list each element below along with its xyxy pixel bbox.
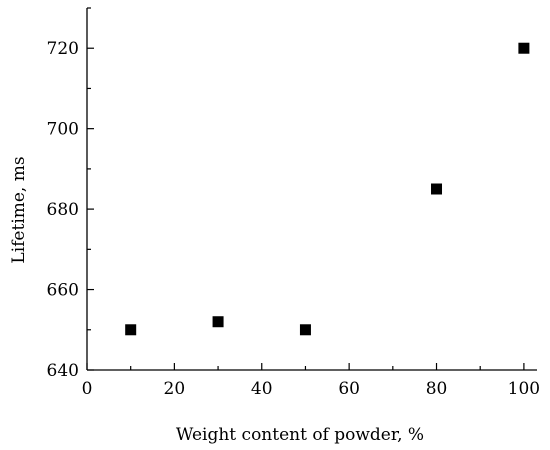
x-tick-label: 80: [426, 379, 448, 399]
x-axis-label: Weight content of powder, %: [176, 425, 424, 445]
y-tick-label: 700: [47, 120, 79, 140]
data-point: [299, 324, 311, 336]
x-tick-label: 0: [82, 379, 93, 399]
data-point: [431, 183, 443, 195]
data-points: [125, 42, 530, 336]
y-tick-label: 720: [47, 39, 79, 59]
y-axis-label: Lifetime, ms: [9, 156, 29, 263]
y-tick-label: 680: [47, 200, 79, 220]
axes: [86, 8, 537, 371]
x-tick-label: 60: [338, 379, 360, 399]
y-tick-label: 640: [47, 361, 79, 381]
x-tick-label: 20: [164, 379, 186, 399]
data-point: [518, 42, 530, 54]
x-tick-label: 40: [251, 379, 273, 399]
x-tick-label: 100: [508, 379, 540, 399]
data-point: [212, 316, 224, 328]
ticks: 0 20 40 60 80 100 640 660 680 700 720: [47, 7, 540, 399]
data-point: [125, 324, 137, 336]
y-tick-label: 660: [47, 281, 79, 301]
